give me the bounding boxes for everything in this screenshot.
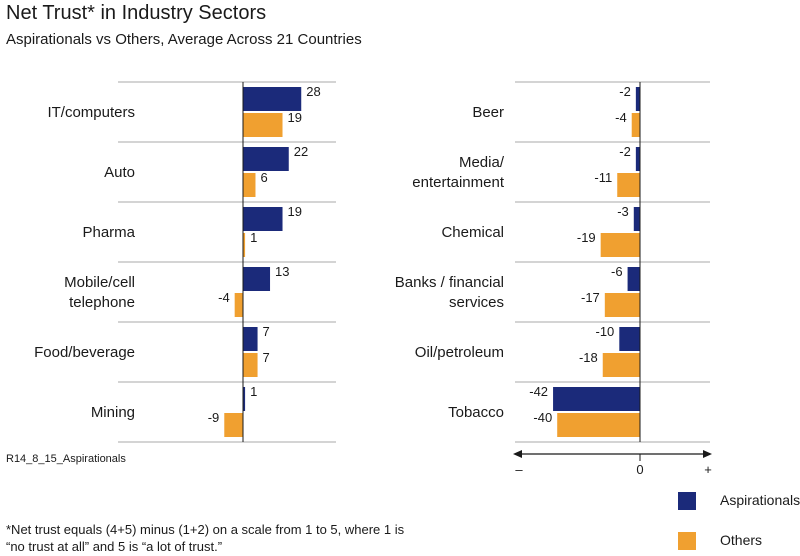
data-label-others: -40 — [533, 410, 552, 425]
bar-others — [617, 173, 640, 197]
bar-others — [600, 233, 640, 257]
data-label-others: -17 — [581, 290, 600, 305]
category-label: Tobacco — [448, 404, 504, 421]
bar-others — [602, 353, 640, 377]
bar-aspirationals — [243, 87, 302, 111]
category-label: Oil/petroleum — [415, 344, 504, 361]
data-label-aspirationals: -2 — [619, 144, 631, 159]
bar-aspirationals — [627, 267, 640, 291]
legend-swatch-others — [678, 532, 696, 550]
x-axis-arrow-left — [513, 450, 522, 458]
category-label: IT/computers — [47, 104, 135, 121]
bar-others — [557, 413, 640, 437]
category-label: Banks / financial — [395, 274, 504, 291]
category-label: Beer — [472, 104, 504, 121]
footnote-line-1: *Net trust equals (4+5) minus (1+2) on a… — [6, 522, 405, 537]
data-label-aspirationals: -3 — [617, 204, 629, 219]
bar-others — [243, 353, 258, 377]
data-label-others: 7 — [263, 350, 270, 365]
bar-others — [224, 413, 243, 437]
bar-others — [243, 173, 256, 197]
bar-aspirationals — [243, 147, 289, 171]
page-subtitle: Aspirationals vs Others, Average Across … — [6, 31, 362, 48]
bar-aspirationals — [633, 207, 640, 231]
legend-swatch-aspirationals — [678, 492, 696, 510]
x-axis-minus-label: – — [515, 462, 523, 477]
legend-label-aspirationals: Aspirationals — [720, 492, 800, 508]
bar-others — [604, 293, 640, 317]
data-label-aspirationals: 13 — [275, 264, 289, 279]
bar-aspirationals — [553, 387, 640, 411]
data-label-others: -4 — [218, 290, 230, 305]
data-label-aspirationals: -6 — [611, 264, 623, 279]
data-label-aspirationals: -10 — [596, 324, 615, 339]
chart-code: R14_8_15_Aspirationals — [6, 453, 126, 465]
category-label: Media/ — [459, 154, 505, 171]
category-label: services — [449, 294, 504, 311]
data-label-aspirationals: 19 — [288, 204, 302, 219]
category-label: Mining — [91, 404, 135, 421]
bar-aspirationals — [619, 327, 640, 351]
data-label-others: -9 — [208, 410, 220, 425]
bar-others — [243, 113, 283, 137]
x-axis-zero-label: 0 — [636, 462, 643, 477]
data-label-aspirationals: 1 — [250, 384, 257, 399]
category-label: Auto — [104, 164, 135, 181]
category-label: Pharma — [82, 224, 135, 241]
x-axis-plus-label: + — [704, 462, 712, 477]
data-label-others: -18 — [579, 350, 598, 365]
data-label-aspirationals: 22 — [294, 144, 308, 159]
category-label: Mobile/cell — [64, 274, 135, 291]
data-label-aspirationals: -42 — [529, 384, 548, 399]
bar-aspirationals — [243, 387, 246, 411]
category-label: Chemical — [441, 224, 504, 241]
bar-others — [234, 293, 243, 317]
data-label-others: 19 — [288, 110, 302, 125]
bar-aspirationals — [243, 327, 258, 351]
bar-aspirationals — [243, 207, 283, 231]
footnote-line-2: “no trust at all” and 5 is “a lot of tru… — [6, 539, 223, 554]
data-label-aspirationals: -2 — [619, 84, 631, 99]
page-title: Net Trust* in Industry Sectors — [6, 2, 267, 24]
footnote: *Net trust equals (4+5) minus (1+2) on a… — [6, 521, 646, 555]
category-label: entertainment — [412, 174, 505, 191]
bar-aspirationals — [243, 267, 271, 291]
data-label-aspirationals: 28 — [306, 84, 320, 99]
data-label-others: 6 — [260, 170, 267, 185]
data-label-others: 1 — [250, 230, 257, 245]
bar-others — [243, 233, 246, 257]
data-label-others: -19 — [577, 230, 596, 245]
data-label-others: -11 — [594, 170, 612, 185]
legend-label-others: Others — [720, 532, 763, 548]
category-label: telephone — [69, 294, 135, 311]
x-axis-arrow-right — [703, 450, 712, 458]
category-label: Food/beverage — [34, 344, 135, 361]
bar-aspirationals — [635, 147, 640, 171]
data-label-aspirationals: 7 — [263, 324, 270, 339]
bar-aspirationals — [635, 87, 640, 111]
bar-others — [631, 113, 640, 137]
chart-canvas: IT/computers 28 19 Auto 22 6 Pharma 19 1 Mobile/c… — [34, 81, 712, 477]
data-label-others: -4 — [615, 110, 627, 125]
